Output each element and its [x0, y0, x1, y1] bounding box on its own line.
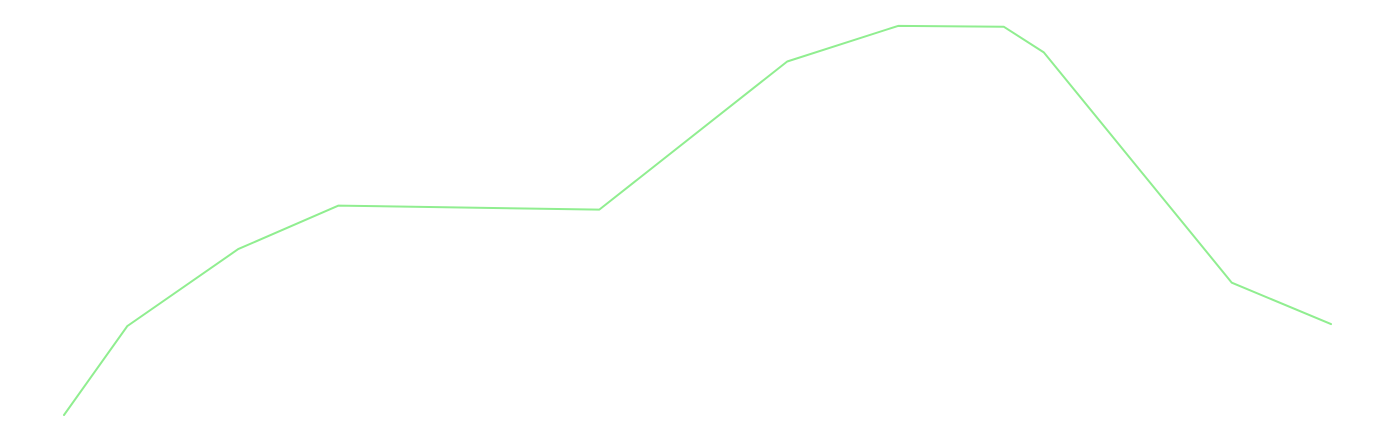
series-layer — [63, 24, 1332, 416]
series-line-0 — [63, 24, 1332, 416]
